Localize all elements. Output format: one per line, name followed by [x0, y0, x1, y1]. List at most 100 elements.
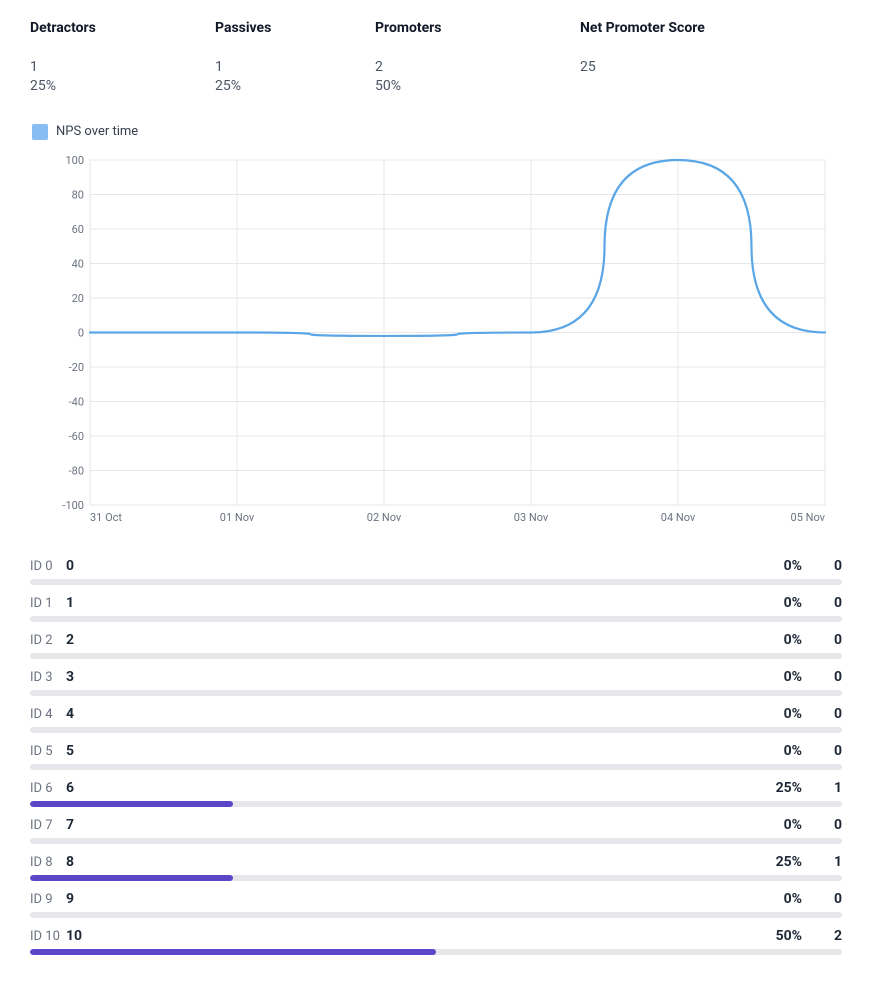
score-label: 6 — [66, 780, 74, 796]
score-row: ID 000%0 — [30, 552, 842, 589]
score-count: 0 — [802, 891, 842, 907]
score-bar — [30, 801, 842, 807]
score-row: ID 77 0%0 — [30, 811, 842, 848]
score-pct: 0% — [742, 743, 802, 759]
score-count: 0 — [802, 632, 842, 648]
score-pct: 0% — [742, 595, 802, 611]
svg-text:100: 100 — [65, 154, 84, 167]
score-count: 0 — [802, 706, 842, 722]
nps-summary: Detractors 1 25% Passives 1 25% Promoter… — [30, 20, 842, 96]
legend-label: NPS over time — [56, 124, 138, 139]
score-id: ID 9 — [30, 892, 66, 907]
score-bar — [30, 838, 842, 844]
score-label: 5 — [66, 743, 74, 759]
score-bar — [30, 579, 842, 585]
nps-line-chart: 100 80 60 40 20 0 -20 -40 -60 -80 -100 31 Oct 01 Nov… — [30, 150, 830, 530]
score-bar — [30, 616, 842, 622]
svg-text:-60: -60 — [69, 430, 84, 443]
score-id: ID 10 — [30, 929, 66, 944]
score-id: ID 7 — [30, 818, 66, 833]
summary-pct: 50% — [375, 77, 580, 96]
svg-text:-20: -20 — [69, 361, 84, 374]
score-count: 0 — [802, 817, 842, 833]
score-row: ID 8825%1 — [30, 848, 842, 885]
score-label: 10 — [66, 928, 82, 944]
score-row: ID 44 0%0 — [30, 700, 842, 737]
score-bar — [30, 912, 842, 918]
score-label: 4 — [66, 706, 74, 722]
svg-text:60: 60 — [72, 223, 84, 236]
summary-count: 1 — [215, 58, 375, 77]
chart-legend: NPS over time — [32, 124, 842, 140]
score-row: ID 1010 50%2 — [30, 922, 842, 959]
score-id: ID 1 — [30, 596, 66, 611]
svg-text:20: 20 — [72, 292, 84, 305]
score-count: 0 — [802, 669, 842, 685]
score-pct: 0% — [742, 669, 802, 685]
svg-text:31 Oct: 31 Oct — [90, 511, 122, 524]
score-id: ID 4 — [30, 707, 66, 722]
summary-title: Detractors — [30, 20, 215, 36]
svg-text:02 Nov: 02 Nov — [367, 511, 402, 524]
score-id: ID 3 — [30, 670, 66, 685]
score-pct: 0% — [742, 817, 802, 833]
score-bar — [30, 653, 842, 659]
summary-count: 1 — [30, 58, 215, 77]
summary-pct: 25% — [30, 77, 215, 96]
summary-count: 2 — [375, 58, 580, 77]
summary-nps: Net Promoter Score 25 — [580, 20, 800, 96]
score-pct: 0% — [742, 706, 802, 722]
score-id: ID 6 — [30, 781, 66, 796]
score-id: ID 8 — [30, 855, 66, 870]
score-label: 0 — [66, 558, 74, 574]
score-count: 1 — [802, 854, 842, 870]
summary-pct: 25% — [215, 77, 375, 96]
score-bar-fill — [30, 875, 233, 881]
score-bar — [30, 727, 842, 733]
score-count: 0 — [802, 743, 842, 759]
summary-detractors: Detractors 1 25% — [30, 20, 215, 96]
score-row: ID 99 0%0 — [30, 885, 842, 922]
score-row: ID 66 25%1 — [30, 774, 842, 811]
summary-passives: Passives 1 25% — [215, 20, 375, 96]
score-id: ID 0 — [30, 559, 66, 574]
score-row: ID 33 0%0 — [30, 663, 842, 700]
summary-promoters: Promoters 2 50% — [375, 20, 580, 96]
svg-text:04 Nov: 04 Nov — [661, 511, 696, 524]
score-pct: 0% — [742, 891, 802, 907]
score-count: 2 — [802, 928, 842, 944]
score-label: 3 — [66, 669, 74, 685]
score-bar — [30, 949, 842, 955]
score-bar — [30, 875, 842, 881]
score-label: 2 — [66, 632, 74, 648]
score-count: 0 — [802, 595, 842, 611]
svg-text:05 Nov: 05 Nov — [791, 511, 826, 524]
svg-text:-100: -100 — [62, 499, 84, 512]
svg-text:-40: -40 — [69, 395, 84, 408]
score-label: 7 — [66, 817, 74, 833]
score-label: 9 — [66, 891, 74, 907]
score-pct: 25% — [742, 780, 802, 796]
svg-text:-80: -80 — [69, 464, 84, 477]
score-bar-fill — [30, 949, 436, 955]
svg-text:03 Nov: 03 Nov — [514, 511, 549, 524]
score-distribution: ID 000%0ID 110%0ID 220%0ID 330%0ID 440%0… — [30, 552, 842, 959]
score-id: ID 2 — [30, 633, 66, 648]
summary-title: Promoters — [375, 20, 580, 36]
svg-text:0: 0 — [78, 326, 84, 339]
score-row: ID 11 0%0 — [30, 589, 842, 626]
score-bar — [30, 690, 842, 696]
score-row: ID 22 0%0 — [30, 626, 842, 663]
score-pct: 50% — [742, 928, 802, 944]
score-id: ID 5 — [30, 744, 66, 759]
score-count: 1 — [802, 780, 842, 796]
score-bar — [30, 764, 842, 770]
svg-text:80: 80 — [72, 188, 84, 201]
score-pct: 0% — [742, 632, 802, 648]
summary-title: Net Promoter Score — [580, 20, 800, 36]
score-label: 1 — [66, 595, 74, 611]
svg-text:01 Nov: 01 Nov — [220, 511, 255, 524]
nps-chart: 100 80 60 40 20 0 -20 -40 -60 -80 -100 31 Oct 01 Nov… — [30, 150, 830, 530]
score-count: 0 — [802, 558, 842, 574]
svg-text:40: 40 — [72, 257, 84, 270]
